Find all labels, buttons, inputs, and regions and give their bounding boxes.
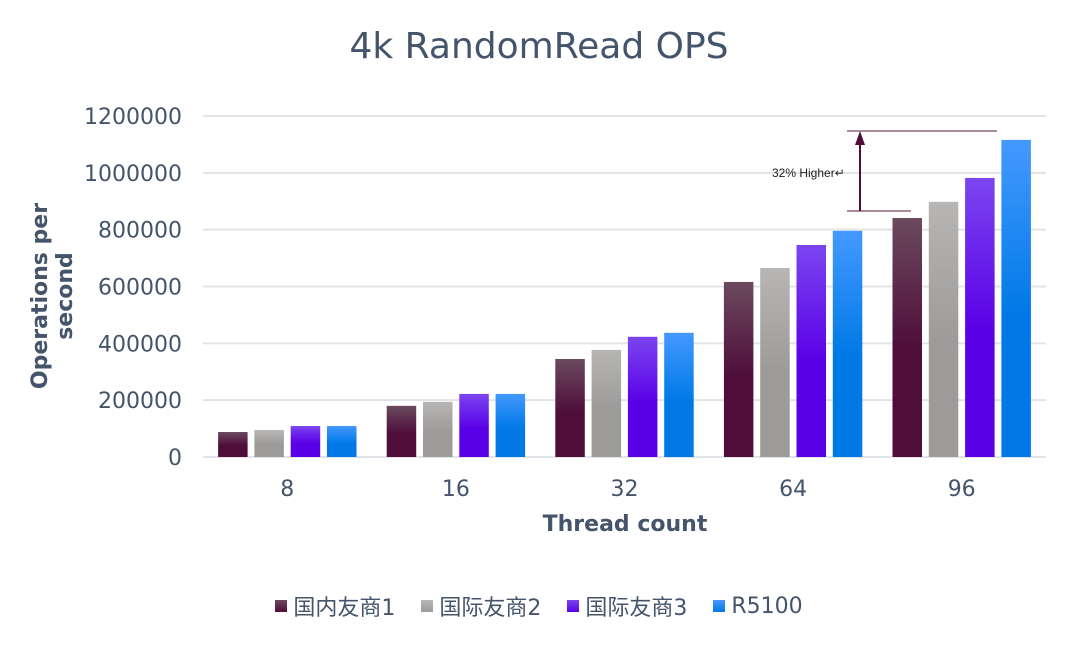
y-tick-label: 400000 [98, 332, 182, 357]
legend: 国内友商1 国际友商2 国际友商3 R5100 [0, 590, 1078, 622]
legend-swatch [567, 600, 580, 612]
y-tick-label: 800000 [98, 219, 182, 244]
bar [327, 426, 357, 457]
legend-label: 国际友商2 [439, 596, 542, 621]
bar [965, 177, 995, 457]
legend-swatch [275, 600, 288, 612]
legend-label: 国内友商1 [293, 596, 396, 621]
legend-item: 国际友商2 [421, 590, 541, 622]
annotation-label: 32% Higher↵ [772, 166, 845, 180]
legend-swatch [713, 600, 726, 612]
y-tick-label: 0 [168, 446, 182, 471]
y-tick-label: 200000 [98, 389, 182, 414]
bar [832, 230, 863, 457]
legend-item: R5100 [713, 590, 803, 622]
legend-item: 国内友商1 [275, 590, 395, 622]
bar [495, 393, 526, 457]
x-tick-label: 96 [948, 477, 976, 502]
bar [218, 431, 248, 457]
bar [254, 430, 284, 457]
bar [928, 201, 959, 457]
bar [892, 218, 922, 457]
y-tick-label: 1000000 [84, 162, 182, 187]
bar [627, 336, 658, 457]
bar [555, 358, 585, 457]
legend-label: R5100 [731, 593, 803, 619]
legend-swatch [421, 600, 434, 612]
x-tick-label: 8 [280, 477, 294, 502]
legend-item: 国际友商3 [567, 590, 687, 622]
chart-title: 4k RandomRead OPS [349, 26, 729, 67]
legend-label: 国际友商3 [585, 596, 688, 621]
bar [459, 393, 489, 457]
annotation-arrow [855, 131, 865, 145]
x-axis-label: Thread count [542, 512, 708, 537]
bar [386, 405, 417, 457]
bar [423, 401, 453, 457]
y-tick-label: 600000 [98, 276, 182, 301]
bar [723, 281, 754, 457]
x-tick-label: 32 [611, 477, 639, 502]
y-tick-label: 1200000 [84, 105, 182, 130]
bar [760, 268, 790, 457]
bar [664, 332, 694, 457]
x-tick-label: 64 [779, 477, 807, 502]
bar [1001, 139, 1031, 457]
bar [591, 349, 622, 457]
bar [796, 245, 826, 457]
x-tick-label: 16 [442, 477, 470, 502]
bar [290, 426, 321, 457]
